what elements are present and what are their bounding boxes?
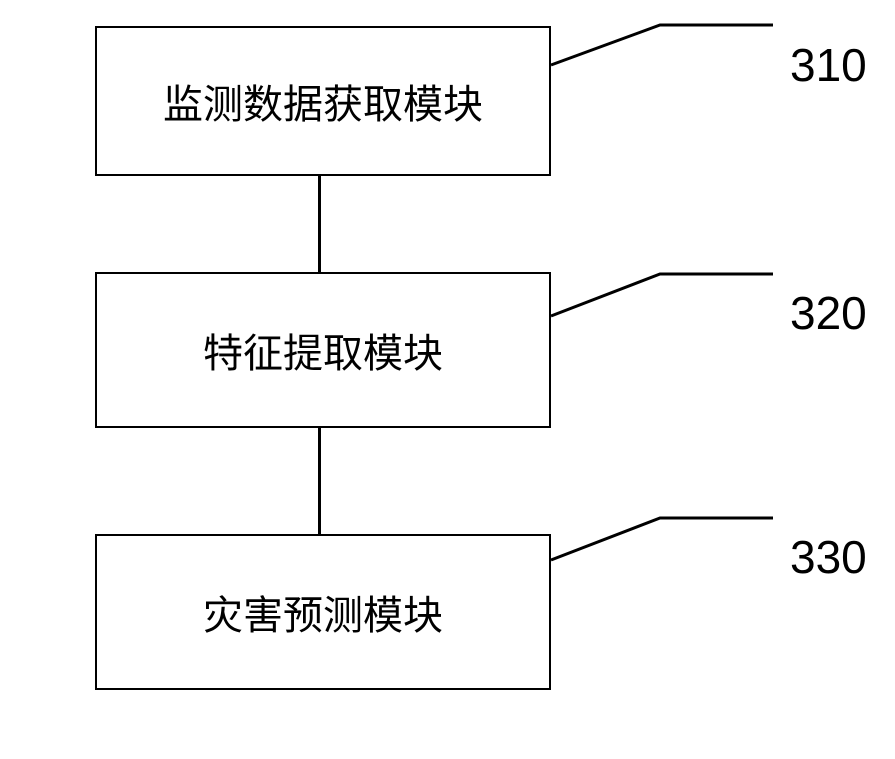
diagram-canvas: 监测数据获取模块 特征提取模块 灾害预测模块 310 320 330 [0, 0, 895, 759]
node-320-text: 特征提取模块 [203, 321, 443, 379]
leader-320-path [551, 274, 773, 316]
label-310: 310 [790, 38, 867, 92]
node-310: 监测数据获取模块 [95, 26, 551, 176]
node-330-text: 灾害预测模块 [203, 583, 443, 641]
connector-310-320 [318, 176, 321, 272]
leader-330-path [551, 518, 773, 560]
node-310-text: 监测数据获取模块 [163, 72, 483, 130]
node-330: 灾害预测模块 [95, 534, 551, 690]
label-330: 330 [790, 530, 867, 584]
leader-310-path [551, 25, 773, 65]
node-320: 特征提取模块 [95, 272, 551, 428]
connector-320-330 [318, 428, 321, 534]
label-320: 320 [790, 286, 867, 340]
